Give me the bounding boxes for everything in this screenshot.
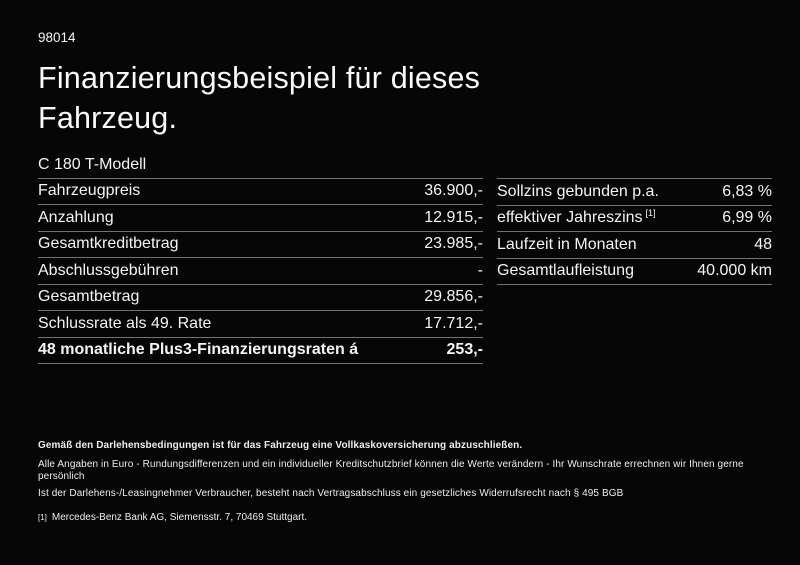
- table-row-effektiver-jahreszins: effektiver Jahreszins [1] 6,99 %: [497, 206, 772, 232]
- disclaimer-note-2: Ist der Darlehens-/Leasingnehmer Verbrau…: [38, 488, 624, 499]
- finance-details-table: C 180 T-Modell Fahrzeugpreis 36.900,- An…: [38, 152, 483, 364]
- row-value: 40.000 km: [697, 262, 772, 280]
- row-value: 36.900,-: [424, 182, 483, 200]
- reference-number: 98014: [38, 30, 76, 45]
- table-row-gesamtkreditbetrag: Gesamtkreditbetrag 23.985,-: [38, 232, 483, 258]
- row-value: 23.985,-: [424, 235, 483, 253]
- legal-footer: Gemäß den Darlehensbedingungen ist für d…: [38, 440, 768, 524]
- row-value: 17.712,-: [424, 314, 483, 332]
- row-label: Anzahlung: [38, 208, 114, 226]
- table-row-monthly-rate: 48 monatliche Plus3-Finanzierungsraten á…: [38, 338, 483, 364]
- row-label-text: effektiver Jahreszins: [497, 209, 643, 227]
- row-label: Abschlussgebühren: [38, 261, 179, 279]
- bank-footnote: [1] Mercedes-Benz Bank AG, Siemensstr. 7,…: [38, 512, 768, 524]
- row-label: Schlussrate als 49. Rate: [38, 314, 212, 332]
- row-label: 48 monatliche Plus3-Finanzierungsraten á: [38, 341, 359, 359]
- page-title-line2: Fahrzeug.: [38, 101, 178, 135]
- footnote-marker: [1]: [38, 513, 47, 522]
- table-row-fahrzeugpreis: Fahrzeugpreis 36.900,-: [38, 179, 483, 205]
- row-value: 48: [754, 235, 772, 253]
- row-label: Gesamtkreditbetrag: [38, 235, 179, 253]
- row-label: Gesamtbetrag: [38, 288, 140, 306]
- table-row-gesamtlaufleistung: Gesamtlaufleistung 40.000 km: [497, 259, 772, 285]
- row-value: 12.915,-: [424, 208, 483, 226]
- insurance-requirement-note: Gemäß den Darlehensbedingungen ist für d…: [38, 440, 523, 451]
- row-label: Fahrzeugpreis: [38, 182, 141, 200]
- page-title: Finanzierungsbeispiel für dieses Fahrzeug…: [38, 58, 480, 138]
- row-value: 253,-: [446, 341, 483, 359]
- row-label: effektiver Jahreszins [1]: [497, 207, 656, 227]
- table-row-schlussrate: Schlussrate als 49. Rate 17.712,-: [38, 311, 483, 338]
- table-row-laufzeit: Laufzeit in Monaten 48: [497, 232, 772, 259]
- row-label: Laufzeit in Monaten: [497, 235, 637, 253]
- table-row-sollzins: Sollzins gebunden p.a. 6,83 %: [497, 179, 772, 206]
- table-row-gesamtbetrag: Gesamtbetrag 29.856,-: [38, 285, 483, 311]
- footnote-text: Mercedes-Benz Bank AG, Siemensstr. 7, 70…: [51, 512, 308, 523]
- row-label: Sollzins gebunden p.a.: [497, 182, 659, 200]
- table-row-anzahlung: Anzahlung 12.915,-: [38, 205, 483, 232]
- finance-conditions-table: Sollzins gebunden p.a. 6,83 % effektiver…: [497, 178, 772, 285]
- model-name: C 180 T-Modell: [38, 155, 147, 173]
- page-title-line1: Finanzierungsbeispiel für dieses: [38, 61, 481, 95]
- disclaimer-note-1: Alle Angaben in Euro - Rundungsdifferenz…: [38, 459, 744, 482]
- row-value: 6,83 %: [722, 182, 772, 200]
- row-value: 6,99 %: [722, 209, 772, 227]
- row-label: Gesamtlaufleistung: [497, 262, 634, 280]
- row-value: -: [477, 261, 483, 279]
- footnote-reference: [1]: [645, 207, 656, 218]
- row-value: 29.856,-: [424, 288, 483, 306]
- table-row-abschlussgebuehren: Abschlussgebühren -: [38, 258, 483, 285]
- model-header-row: C 180 T-Modell: [38, 152, 483, 179]
